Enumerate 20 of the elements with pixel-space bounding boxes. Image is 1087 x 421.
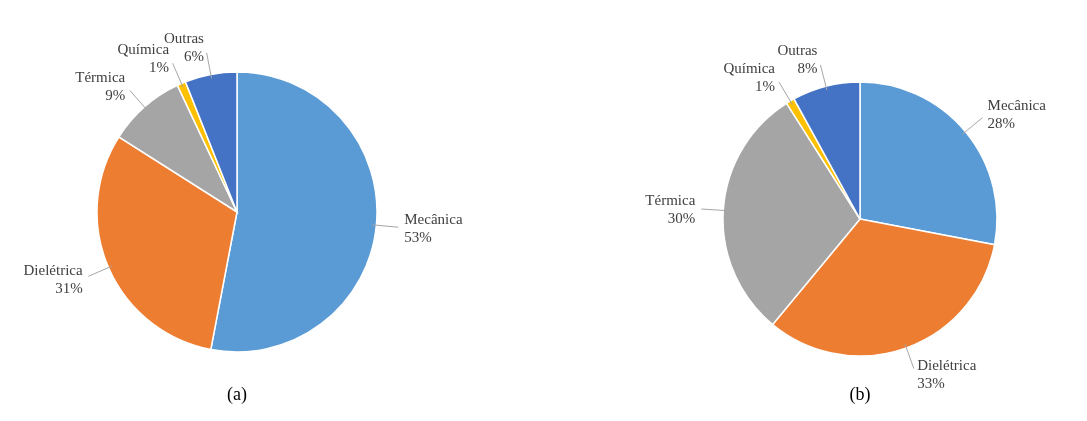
data-label: 6%: [183, 47, 204, 64]
data-label: 31%: [55, 279, 83, 296]
text: (a): [227, 384, 247, 405]
data-label: 1%: [755, 77, 776, 94]
text: (b): [849, 384, 871, 405]
slice-label: Térmica: [645, 191, 696, 208]
data-label: 33%: [917, 375, 945, 392]
slice-label: Química: [723, 59, 776, 76]
slice-label: Mecânica: [404, 210, 463, 227]
slice-label: Mecânica: [987, 96, 1047, 113]
slice-label: Dielétrica: [917, 357, 977, 374]
data-label: 8%: [797, 60, 818, 77]
data-label: 1%: [149, 58, 170, 75]
data-label: 30%: [667, 209, 696, 226]
data-label: 53%: [404, 228, 432, 245]
data-label: 9%: [105, 86, 126, 103]
slice-label: Dielétrica: [23, 261, 83, 278]
data-label: 28%: [987, 114, 1016, 131]
slice-label: Térmica: [75, 68, 126, 85]
slice-label: Outras: [777, 42, 818, 59]
